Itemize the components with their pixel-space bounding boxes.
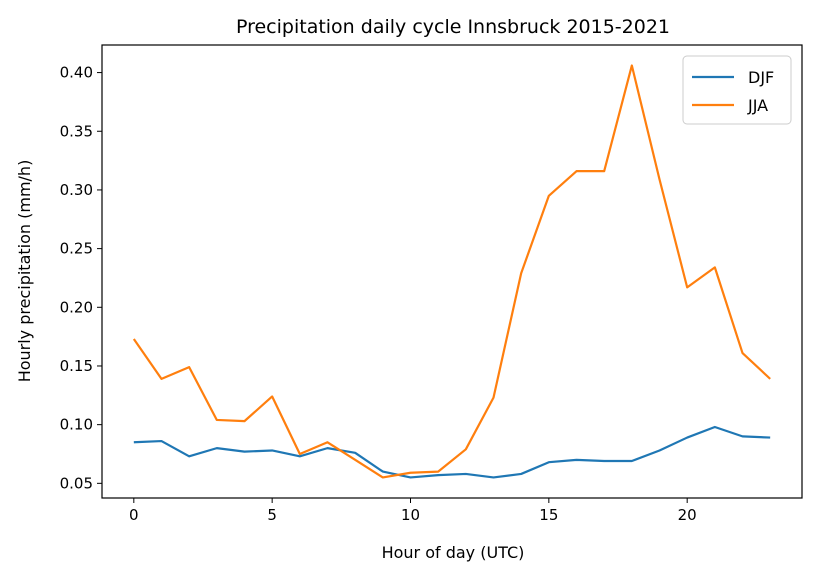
y-tick-label: 0.40 <box>60 64 93 82</box>
legend-label-djf: DJF <box>748 68 774 87</box>
legend: DJF JJA <box>682 55 792 125</box>
chart-title: Precipitation daily cycle Innsbruck 2015… <box>236 16 670 38</box>
series-lines <box>132 64 771 479</box>
x-tick-label: 0 <box>129 506 139 524</box>
y-axis: 0.05 0.10 0.15 0.20 0.25 0.30 0.35 0.40 <box>60 64 102 492</box>
series-line-jja <box>132 64 771 479</box>
x-axis: 0 5 10 15 20 <box>129 498 697 524</box>
x-tick-label: 15 <box>539 506 558 524</box>
legend-box <box>682 55 792 125</box>
legend-label-jja: JJA <box>747 96 768 115</box>
x-axis-label: Hour of day (UTC) <box>382 543 525 562</box>
y-tick-label: 0.05 <box>60 474 93 492</box>
y-tick-label: 0.35 <box>60 122 93 140</box>
y-tick-label: 0.20 <box>60 298 93 316</box>
y-tick-label: 0.15 <box>60 357 93 375</box>
x-tick-label: 5 <box>267 506 277 524</box>
series-line-djf <box>133 425 771 479</box>
y-tick-label: 0.30 <box>60 181 93 199</box>
plot-frame <box>101 44 803 499</box>
y-tick-label: 0.10 <box>60 416 93 434</box>
y-tick-label: 0.25 <box>60 240 93 258</box>
x-tick-label: 10 <box>401 506 420 524</box>
x-tick-label: 20 <box>678 506 697 524</box>
y-axis-label: Hourly precipitation (mm/h) <box>15 160 34 383</box>
